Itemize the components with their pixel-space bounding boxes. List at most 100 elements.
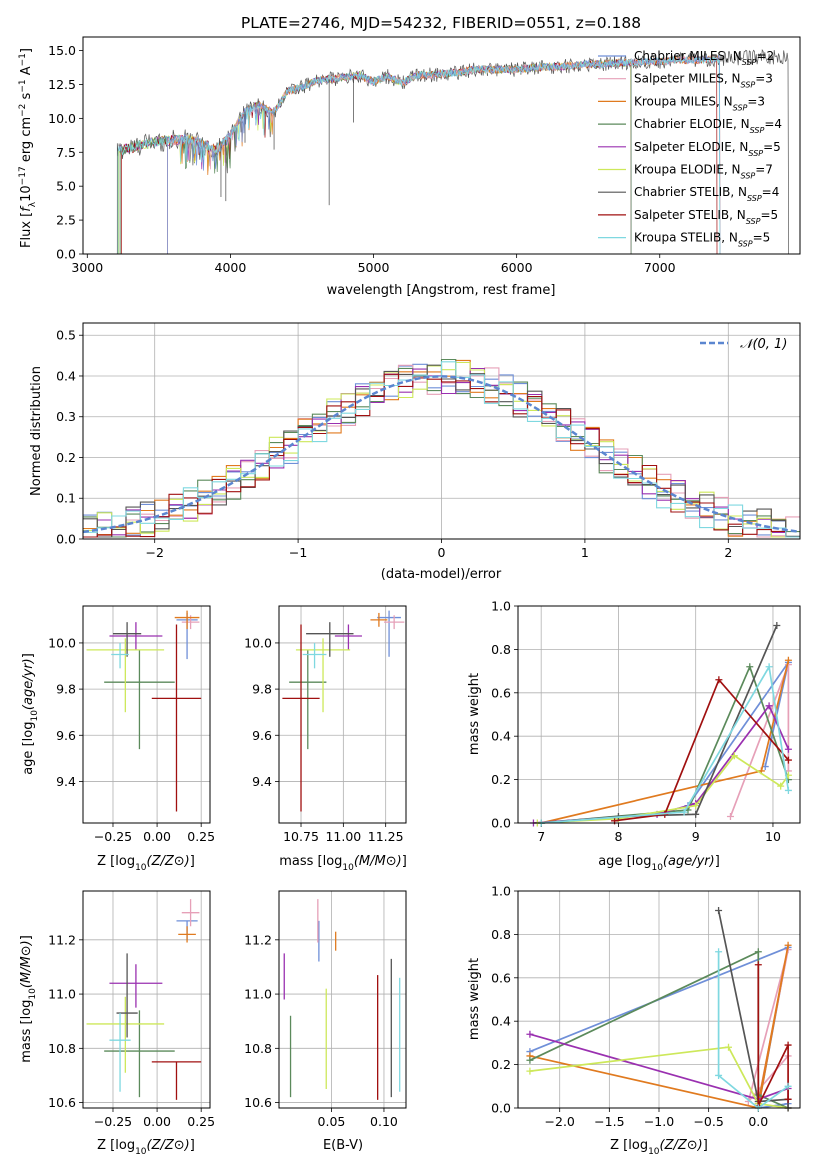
y-tick-label: 7.5 xyxy=(56,145,76,160)
x-tick-label: 0.05 xyxy=(318,1114,346,1129)
weight-vs-z-ylabel: mass weight xyxy=(467,958,482,1040)
y-tick-label: 0.3 xyxy=(56,409,76,424)
legend-label-kroupa_elodie: Kroupa ELODIE, NSSP=7 xyxy=(634,163,773,181)
y-tick-label: 0.0 xyxy=(56,247,76,262)
y-tick-label: 9.8 xyxy=(56,682,76,697)
y-tick-label: 1.0 xyxy=(491,599,511,614)
residuals-xlabel: (data-model)/error xyxy=(381,567,502,582)
weight-marker-chabrier_elodie xyxy=(526,1056,534,1064)
x-tick-label: 8 xyxy=(614,829,622,844)
x-tick-label: −2.0 xyxy=(545,1114,575,1129)
weight-line-kroupa_stelib xyxy=(541,664,790,824)
x-tick-label: 10.75 xyxy=(283,829,319,844)
x-tick-label: 10 xyxy=(765,829,781,844)
weight-marker-kroupa_stelib xyxy=(715,948,723,956)
x-tick-label: 11.00 xyxy=(325,829,361,844)
weight-marker-kroupa_stelib xyxy=(784,786,792,794)
axes-frame xyxy=(278,605,407,824)
weight-marker-kroupa_elodie xyxy=(725,1043,733,1051)
y-tick-label: 0.0 xyxy=(56,532,76,547)
spectrum-series-kroupa_elodie xyxy=(118,59,632,255)
age-vs-mass-panel: 10.75 11.00 11.25 9.4 9.6 9.8 10.0 mass [log10(… xyxy=(244,605,407,873)
y-tick-label: 0.0 xyxy=(491,1101,511,1116)
x-tick-label: −0.5 xyxy=(693,1114,723,1129)
y-tick-label: 0.2 xyxy=(491,772,511,787)
x-tick-label: 0 xyxy=(438,545,446,560)
y-tick-label: 10.0 xyxy=(48,111,76,126)
legend-label-chabrier_miles: Chabrier MILES, NSSP=2 xyxy=(634,49,774,67)
weight-marker-salpeter_elodie xyxy=(765,702,773,710)
y-tick-label: 12.5 xyxy=(48,77,76,92)
x-tick-label: 0.25 xyxy=(187,829,215,844)
spectrum-legend: Chabrier MILES, NSSP=2 Salpeter MILES, NS… xyxy=(598,49,782,248)
x-tick-label: 7000 xyxy=(644,260,676,275)
gauss-curve xyxy=(82,375,801,534)
spectrum-panel: PLATE=2746, MJD=54232, FIBERID=0551, z=0… xyxy=(18,14,801,298)
mass-vs-ebv-panel: 0.05 0.10 10.6 10.8 11.0 11.2 E(B-V) xyxy=(244,890,407,1153)
y-tick-label: 0.0 xyxy=(491,816,511,831)
mass-vs-ebv-xlabel: E(B-V) xyxy=(323,1138,363,1153)
weight-marker-salpeter_miles xyxy=(726,812,734,820)
weight-marker-chabrier_elodie xyxy=(746,663,754,671)
x-tick-label: 2 xyxy=(724,545,732,560)
weight-marker-salpeter_stelib xyxy=(784,1095,792,1103)
weight-marker-salpeter_stelib xyxy=(784,1041,792,1049)
y-tick-label: 10.6 xyxy=(48,1095,76,1110)
weight-marker-kroupa_elodie xyxy=(526,1067,534,1075)
y-tick-label: 10.8 xyxy=(244,1041,272,1056)
weight-marker-kroupa_elodie xyxy=(730,752,738,760)
weight-marker-chabrier_stelib xyxy=(715,907,723,915)
x-tick-label: 3000 xyxy=(71,260,103,275)
spectrum-xlabel: wavelength [Angstrom, rest frame] xyxy=(327,283,556,298)
residual-histogram-salpeter_miles xyxy=(83,360,800,538)
y-tick-label: 0.6 xyxy=(491,685,511,700)
x-tick-label: −0.25 xyxy=(94,1114,132,1129)
residual-histogram-salpeter_stelib xyxy=(83,373,800,538)
weight-vs-z-panel: −2.0 −1.5 −1.0 −0.5 0.0 0.0 0.2 0.4 0.6 0.8 1.0 Z [… xyxy=(467,884,801,1157)
weight-line-salpeter_stelib xyxy=(614,678,790,822)
y-tick-label: 0.4 xyxy=(491,729,511,744)
y-tick-label: 11.0 xyxy=(48,987,76,1002)
y-tick-label: 9.6 xyxy=(252,728,272,743)
weight-vs-age-panel: 7 8 9 10 0.0 0.2 0.4 0.6 0.8 1.0 age [log10(age/yr… xyxy=(467,599,801,873)
residuals-ylabel: Normed distribution xyxy=(29,366,44,496)
axes-frame xyxy=(517,605,801,824)
weight-vs-age-xlabel: age [log10(age/yr)] xyxy=(598,854,720,873)
y-tick-label: 0.2 xyxy=(491,1057,511,1072)
spectrum-ylabel: Flux [fλ10−17 erg cm−2 s−1 A−1] xyxy=(18,48,38,248)
y-tick-label: 10.8 xyxy=(48,1041,76,1056)
legend-label-chabrier_elodie: Chabrier ELODIE, NSSP=4 xyxy=(634,117,782,135)
x-tick-label: −0.25 xyxy=(94,829,132,844)
weight-marker-salpeter_elodie xyxy=(784,745,792,753)
y-tick-label: 0.1 xyxy=(56,491,76,506)
weight-marker-kroupa_stelib xyxy=(765,663,773,671)
mass-vs-z-xlabel: Z [log10(Z/Z⊙)] xyxy=(97,1138,195,1157)
weight-line-salpeter_stelib xyxy=(757,964,789,1107)
y-tick-label: 10.0 xyxy=(244,635,272,650)
y-tick-label: 1.0 xyxy=(491,884,511,899)
y-tick-label: 9.8 xyxy=(252,682,272,697)
axes-frame xyxy=(82,36,801,255)
x-tick-label: 11.25 xyxy=(368,829,404,844)
weight-line-chabrier_stelib xyxy=(717,910,789,1108)
spectrum-series-kroupa_stelib xyxy=(117,55,721,255)
age-vs-z-xlabel: Z [log10(Z/Z⊙)] xyxy=(97,854,195,873)
x-tick-label: 0.10 xyxy=(370,1114,398,1129)
y-tick-label: 11.2 xyxy=(244,932,272,947)
legend-label-chabrier_stelib: Chabrier STELIB, NSSP=4 xyxy=(634,185,779,203)
weight-line-kroupa_elodie xyxy=(537,754,790,824)
y-tick-label: 9.4 xyxy=(252,774,272,789)
weight-marker-salpeter_elodie xyxy=(526,1030,534,1038)
x-tick-label: 5000 xyxy=(358,260,390,275)
legend-label-salpeter_elodie: Salpeter ELODIE, NSSP=5 xyxy=(634,140,781,158)
y-tick-label: 0.4 xyxy=(491,1014,511,1029)
weight-line-kroupa_elodie xyxy=(529,1046,789,1109)
y-tick-label: 5.0 xyxy=(56,179,76,194)
axes-frame xyxy=(278,890,407,1109)
x-tick-label: −1 xyxy=(289,545,307,560)
age-vs-z-panel: −0.25 0.00 0.25 9.4 9.6 9.8 10.0 Z [log10(Z/Z⊙)… xyxy=(21,605,215,873)
mass-vs-z-ylabel: mass [log10(M/M⊙)] xyxy=(19,935,38,1063)
x-tick-label: −1.5 xyxy=(594,1114,624,1129)
weight-marker-kroupa_miles xyxy=(784,941,792,949)
